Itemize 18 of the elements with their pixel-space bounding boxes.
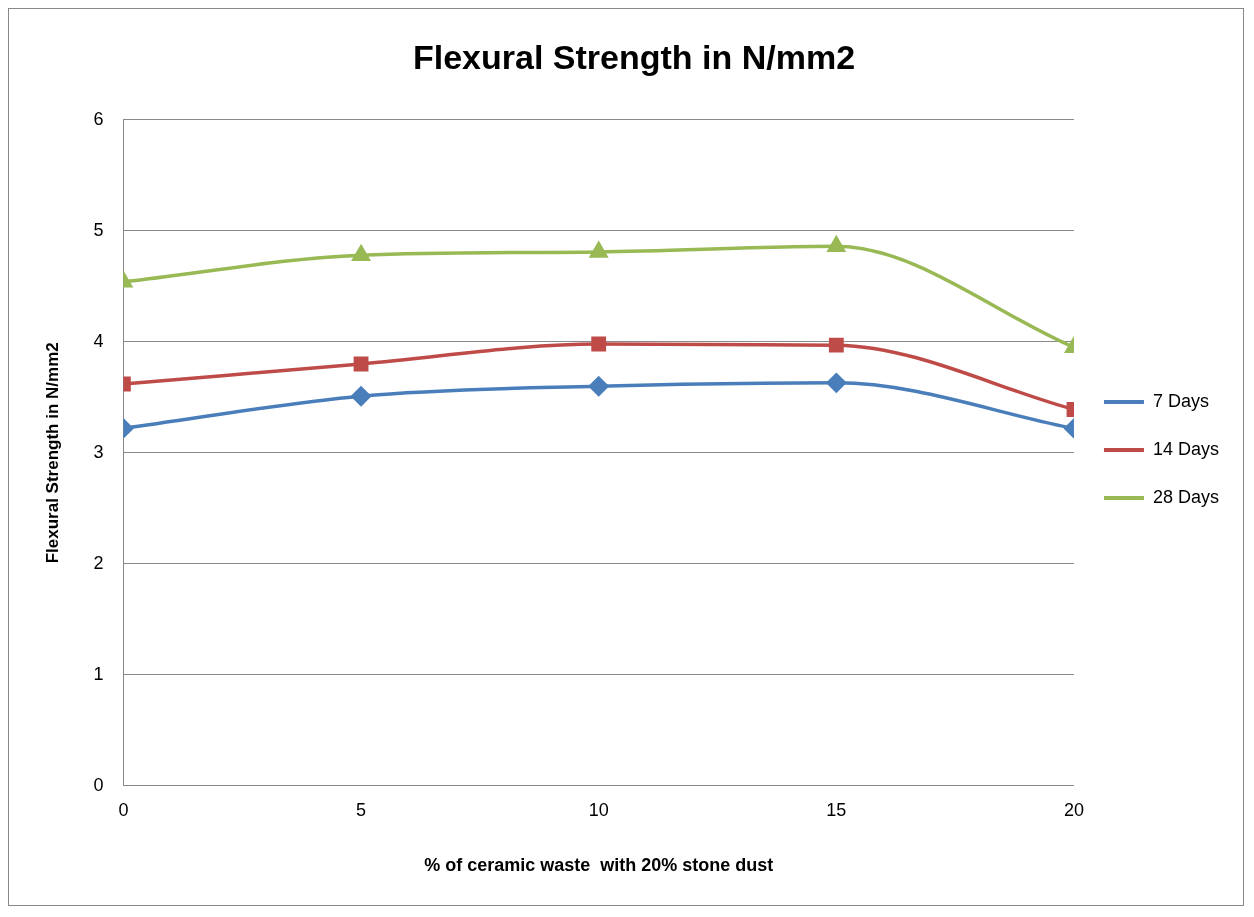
chart-title: Flexural Strength in N/mm2: [412, 37, 856, 76]
y-tick-label: 6: [93, 108, 104, 129]
y-tick-label: 4: [93, 330, 104, 351]
legend-label: 7 Days: [1152, 390, 1209, 411]
legend-label: 28 Days: [1152, 486, 1220, 507]
y-tick-label: 0: [93, 774, 104, 795]
y-tick-label: 1: [93, 663, 104, 684]
y-axis-title: Flexural Strength in N/mm2: [42, 342, 62, 564]
x-tick-label: 20: [1063, 799, 1084, 820]
y-tick-label: 3: [93, 441, 104, 462]
x-tick-label: 5: [356, 799, 367, 820]
x-tick-label: 15: [826, 799, 847, 820]
x-axis-title: % of ceramic waste with 20% stone dust: [424, 855, 774, 876]
y-tick-label: 2: [93, 552, 104, 573]
x-tick-label: 0: [118, 799, 129, 820]
y-tick-label: 5: [93, 219, 104, 240]
x-tick-label: 10: [588, 799, 609, 820]
legend-label: 14 Days: [1152, 438, 1220, 459]
